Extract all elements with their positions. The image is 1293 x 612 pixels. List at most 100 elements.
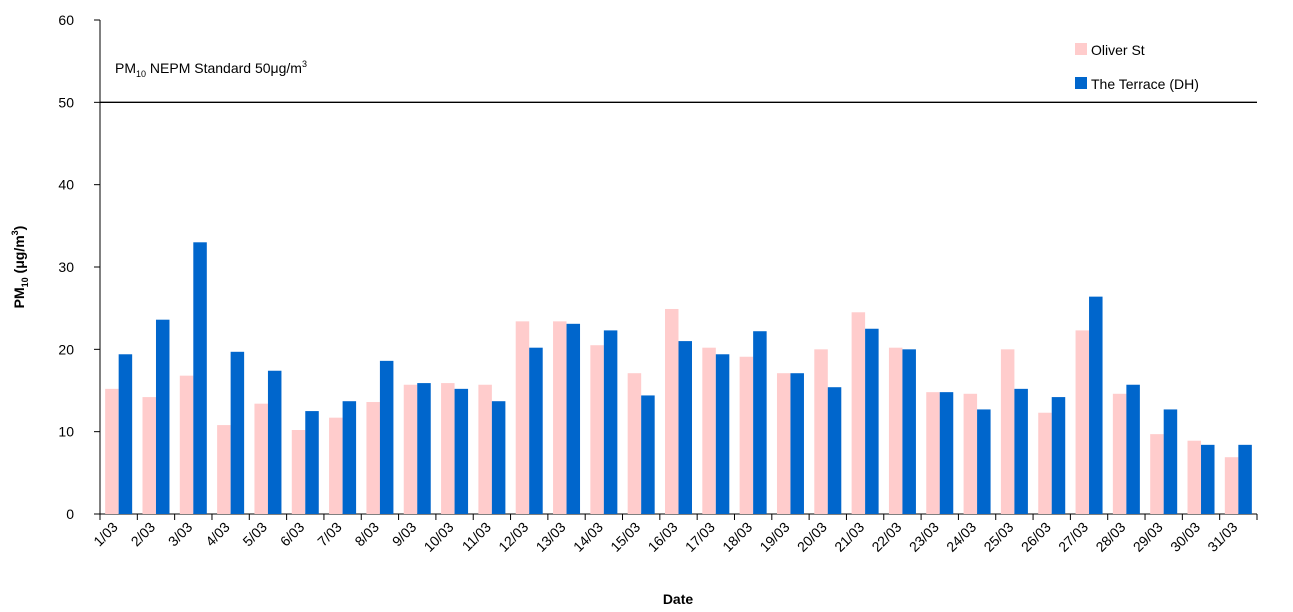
bar-oliver-st: [441, 383, 455, 514]
bar-the-terrace-dh: [753, 331, 767, 514]
y-axis-title-pm: PM: [11, 287, 27, 308]
bar-the-terrace-dh: [902, 349, 916, 514]
legend-swatch-the-terrace: [1075, 77, 1087, 89]
legend-label-oliver-st: Oliver St: [1091, 42, 1145, 58]
bar-oliver-st: [814, 349, 828, 514]
bar-oliver-st: [851, 312, 866, 514]
y-axis-title: PM10 (μg/m3): [10, 226, 30, 309]
standard-label-text: NEPM Standard 50: [146, 60, 271, 76]
bars: [105, 242, 1252, 515]
y-axis-title-open: (: [11, 268, 27, 277]
x-tick-label: 13/03: [533, 519, 569, 555]
bar-oliver-st: [142, 397, 156, 514]
x-tick-label: 17/03: [682, 519, 718, 555]
bar-the-terrace-dh: [417, 383, 431, 514]
legend-label-the-terrace: The Terrace (DH): [1091, 76, 1199, 92]
bar-the-terrace-dh: [790, 373, 804, 514]
bar-the-terrace-dh: [118, 354, 133, 514]
bar-oliver-st: [478, 384, 492, 514]
bar-the-terrace-dh: [230, 351, 245, 514]
bar-oliver-st: [515, 321, 530, 514]
y-tick-label: 30: [58, 259, 74, 275]
standard-label-pm: PM: [115, 60, 136, 76]
x-tick-label: 8/03: [351, 519, 382, 550]
bar-the-terrace-dh: [939, 392, 954, 514]
x-axis-title: Date: [663, 591, 694, 607]
standard-label-unit: g/m: [279, 60, 302, 76]
bar-the-terrace-dh: [529, 347, 543, 514]
x-tick-label: 25/03: [980, 519, 1016, 555]
bar-the-terrace-dh: [342, 401, 357, 514]
bar-oliver-st: [1224, 457, 1239, 514]
bar-oliver-st: [329, 417, 343, 514]
bar-the-terrace-dh: [827, 387, 842, 514]
x-tick-label: 18/03: [719, 519, 755, 555]
bar-oliver-st: [590, 345, 604, 514]
bar-oliver-st: [1075, 330, 1090, 514]
bar-the-terrace-dh: [1014, 388, 1028, 514]
bar-oliver-st: [776, 373, 791, 514]
y-axis-title-close: ): [11, 226, 27, 231]
bar-the-terrace-dh: [977, 409, 991, 514]
bar-the-terrace-dh: [678, 341, 692, 514]
bar-oliver-st: [291, 430, 306, 514]
x-tick-label: 5/03: [239, 519, 270, 550]
bar-the-terrace-dh: [454, 388, 469, 514]
bar-the-terrace-dh: [1201, 444, 1215, 514]
y-tick-label: 60: [58, 12, 74, 28]
legend: Oliver St The Terrace (DH): [1075, 42, 1199, 92]
bar-oliver-st: [1000, 349, 1015, 514]
y-tick-label: 10: [58, 424, 74, 440]
bar-the-terrace-dh: [1051, 397, 1066, 514]
y-axis: 0 10 20 30 40 50 60: [58, 12, 101, 522]
x-tick-label: 16/03: [645, 519, 681, 555]
x-tick-label: 26/03: [1018, 519, 1054, 555]
standard-line-group: PM10 NEPM Standard 50μg/m3: [100, 59, 1257, 103]
y-axis-title-mu: μ: [11, 260, 27, 269]
x-tick-label: 12/03: [495, 519, 531, 555]
y-axis-title-unit: g/m: [11, 235, 27, 260]
x-tick-label: 29/03: [1130, 519, 1166, 555]
x-tick-label: 27/03: [1055, 519, 1091, 555]
x-tick-label: 3/03: [165, 519, 196, 550]
standard-label-sub: 10: [136, 69, 146, 79]
bar-the-terrace-dh: [193, 242, 207, 515]
x-tick-label: 22/03: [868, 519, 904, 555]
y-axis-title-sup: 3: [10, 230, 20, 235]
bar-oliver-st: [739, 356, 754, 514]
x-tick-label: 2/03: [128, 519, 159, 550]
standard-label: PM10 NEPM Standard 50μg/m3: [115, 59, 307, 79]
x-tick-label: 6/03: [277, 519, 308, 550]
bar-oliver-st: [105, 388, 119, 514]
bar-the-terrace-dh: [1126, 384, 1140, 514]
bar-oliver-st: [1112, 393, 1127, 514]
bar-oliver-st: [702, 347, 716, 514]
x-tick-label: 9/03: [389, 519, 420, 550]
bar-the-terrace-dh: [1089, 296, 1103, 514]
x-tick-label: 4/03: [202, 519, 233, 550]
bar-oliver-st: [1187, 440, 1202, 514]
bar-oliver-st: [403, 384, 418, 514]
x-tick-label: 23/03: [906, 519, 942, 555]
y-tick-label: 40: [58, 177, 74, 193]
bar-oliver-st: [926, 392, 940, 514]
x-tick-label: 28/03: [1092, 519, 1128, 555]
x-tick-label: 15/03: [607, 519, 643, 555]
bar-the-terrace-dh: [491, 401, 506, 514]
x-tick-label: 31/03: [1204, 519, 1240, 555]
x-tick-label: 21/03: [831, 519, 867, 555]
bar-oliver-st: [1150, 434, 1164, 514]
x-axis: 1/03 2/03 3/03 4/03 5/03 6/03 7/03 8/03 9/03 10/0…: [90, 513, 1258, 555]
x-tick-label: 10/03: [421, 519, 457, 555]
bar-the-terrace-dh: [155, 319, 170, 514]
x-tick-label: 1/03: [90, 519, 121, 550]
bar-oliver-st: [888, 347, 903, 514]
bar-the-terrace-dh: [305, 411, 319, 514]
x-tick-label: 20/03: [794, 519, 830, 555]
bar-the-terrace-dh: [267, 370, 282, 514]
legend-swatch-oliver-st: [1075, 43, 1087, 55]
y-axis-title-sub: 10: [20, 277, 30, 287]
bar-oliver-st: [553, 321, 567, 514]
x-tick-label: 14/03: [570, 519, 606, 555]
standard-label-sup: 3: [302, 59, 307, 69]
